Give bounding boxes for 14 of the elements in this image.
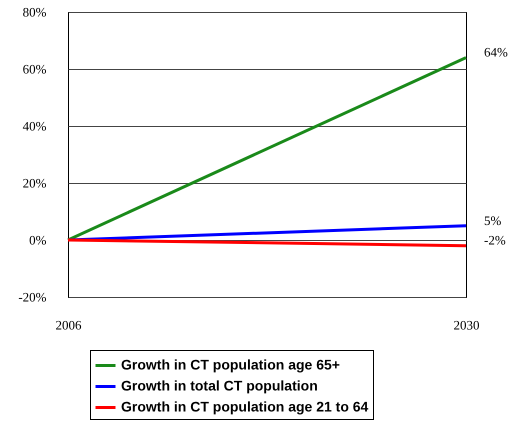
legend-label: Growth in total CT population: [121, 378, 318, 394]
y-tick-label: -20%: [18, 290, 47, 304]
y-tick-label: 20%: [22, 176, 47, 190]
y-tick-label: 80%: [22, 4, 47, 20]
data-label: 5%: [484, 212, 502, 228]
data-label: -2%: [484, 232, 506, 248]
y-tick-label: 40%: [22, 118, 47, 134]
x-tick-label: 2006: [56, 318, 82, 332]
legend-label: Growth in CT population age 65+: [121, 356, 340, 372]
legend-label: Growth in CT population age 21 to 64: [121, 398, 369, 414]
x-tick-label: 2030: [454, 318, 480, 332]
data-label: 64%: [484, 44, 508, 60]
y-tick-label: 60%: [22, 62, 47, 76]
y-tick-label: 0%: [29, 232, 47, 248]
